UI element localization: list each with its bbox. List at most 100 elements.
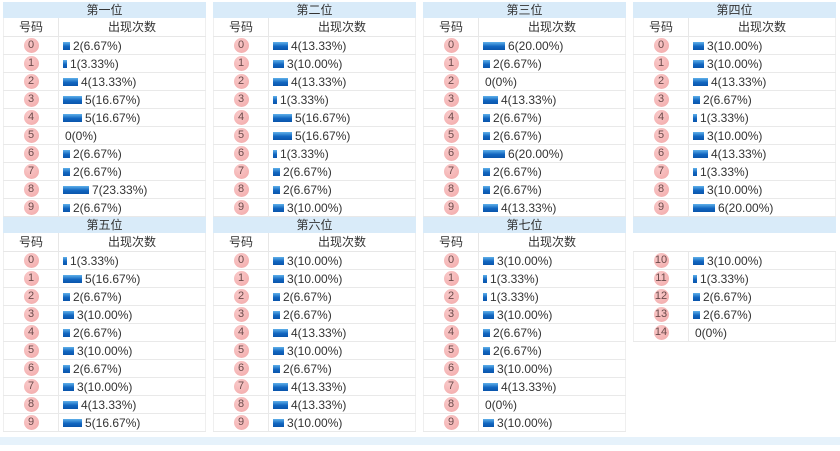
- number-cell: 8: [3, 396, 59, 413]
- number-badge: 3: [233, 307, 249, 322]
- position-table: 第三位 号码 出现次数 0 6(20.00%) 1 2(6.67%) 2 0(0%) 3 4(13.…: [423, 2, 626, 217]
- table-subheader: 号码 出现次数: [633, 18, 836, 37]
- number-badge: 3: [443, 307, 459, 322]
- frequency-cell: 2(6.67%): [269, 288, 416, 305]
- frequency-cell: 4(13.33%): [479, 378, 626, 395]
- number-badge: 8: [443, 182, 459, 197]
- number-badge: 0: [23, 253, 39, 268]
- freq-row: 7 2(6.67%): [423, 163, 626, 181]
- number-column-header: 号码: [213, 233, 269, 251]
- number-cell: 2: [3, 73, 59, 90]
- freq-value: 2(6.67%): [703, 289, 752, 304]
- freq-bar: [63, 41, 70, 50]
- number-cell: 12: [633, 288, 689, 305]
- number-badge: 8: [233, 182, 249, 197]
- number-cell: 2: [213, 73, 269, 90]
- number-cell: 3: [423, 91, 479, 108]
- freq-value: 4(13.33%): [711, 74, 767, 89]
- number-cell: 7: [213, 378, 269, 395]
- freq-value: 1(3.33%): [490, 289, 539, 304]
- freq-row: 3 5(16.67%): [3, 91, 206, 109]
- number-badge: 0: [653, 38, 669, 53]
- number-cell: 6: [3, 360, 59, 377]
- number-badge: 5: [23, 128, 39, 143]
- number-cell: 7: [3, 378, 59, 395]
- frequency-cell: 2(6.67%): [689, 288, 836, 305]
- number-column-header: 号码: [423, 233, 479, 251]
- number-cell: 1: [3, 270, 59, 287]
- number-cell: 7: [423, 378, 479, 395]
- freq-bar: [63, 346, 74, 355]
- freq-bar: [273, 310, 280, 319]
- frequency-cell: 3(10.00%): [269, 414, 416, 431]
- number-column-header: 号码: [423, 18, 479, 36]
- freq-value: 5(16.67%): [85, 110, 141, 125]
- freq-value: 3(10.00%): [287, 200, 343, 215]
- frequency-cell: 3(10.00%): [479, 360, 626, 377]
- freq-bar: [483, 59, 490, 68]
- freq-value: 4(13.33%): [501, 379, 557, 394]
- number-badge: 4: [443, 325, 459, 340]
- freq-row: 4 4(13.33%): [213, 324, 416, 342]
- frequency-cell: 2(6.67%): [269, 306, 416, 323]
- frequency-cell: 1(3.33%): [689, 163, 836, 180]
- number-badge: 9: [443, 415, 459, 430]
- frequency-column-header: 出现次数: [479, 18, 626, 36]
- number-column-header: 号码: [633, 18, 689, 36]
- number-cell: 2: [423, 73, 479, 90]
- table-title: 第四位: [633, 2, 836, 18]
- number-cell: 9: [423, 414, 479, 431]
- number-badge: 6: [653, 146, 669, 161]
- freq-row: 9 3(10.00%): [423, 414, 626, 432]
- freq-bar: [63, 167, 70, 176]
- number-cell: 6: [423, 145, 479, 162]
- frequency-cell: 5(16.67%): [59, 109, 206, 126]
- freq-row: 11 1(3.33%): [633, 270, 836, 288]
- freq-row: 9 2(6.67%): [3, 199, 206, 217]
- number-badge: 8: [233, 397, 249, 412]
- number-cell: 10: [633, 252, 689, 269]
- number-cell: 3: [423, 306, 479, 323]
- number-cell: 9: [423, 199, 479, 216]
- number-cell: 6: [3, 145, 59, 162]
- number-cell: 4: [213, 324, 269, 341]
- freq-bar: [693, 59, 704, 68]
- freq-bar: [273, 256, 284, 265]
- freq-row: 0 3(10.00%): [213, 252, 416, 270]
- frequency-cell: 4(13.33%): [269, 73, 416, 90]
- frequency-cell: 3(10.00%): [689, 252, 836, 269]
- number-badge: 1: [23, 271, 39, 286]
- number-badge: 6: [23, 361, 39, 376]
- number-badge: 3: [23, 92, 39, 107]
- freq-bar: [693, 149, 708, 158]
- number-badge: 7: [23, 164, 39, 179]
- frequency-cell: 1(3.33%): [479, 270, 626, 287]
- table-title: 第三位: [423, 2, 626, 18]
- freq-bar: [273, 203, 284, 212]
- freq-value: 3(10.00%): [77, 343, 133, 358]
- frequency-cell: 2(6.67%): [479, 181, 626, 198]
- freq-row: 3 2(6.67%): [633, 91, 836, 109]
- table-title: 第五位: [3, 217, 206, 233]
- number-badge: 9: [233, 415, 249, 430]
- freq-bar: [63, 95, 82, 104]
- freq-row: 2 0(0%): [423, 73, 626, 91]
- freq-value: 2(6.67%): [283, 289, 332, 304]
- frequency-column-header: 出现次数: [689, 18, 836, 36]
- freq-bar: [483, 203, 498, 212]
- number-badge: 1: [443, 56, 459, 71]
- freq-bar: [273, 41, 288, 50]
- number-badge: 5: [233, 343, 249, 358]
- freq-row: 4 5(16.67%): [213, 109, 416, 127]
- freq-value: 3(10.00%): [77, 307, 133, 322]
- freq-bar: [693, 77, 708, 86]
- freq-row: 3 1(3.33%): [213, 91, 416, 109]
- freq-value: 2(6.67%): [73, 361, 122, 376]
- freq-bar: [693, 256, 704, 265]
- freq-row: 8 4(13.33%): [3, 396, 206, 414]
- freq-bar: [483, 131, 490, 140]
- frequency-cell: 0(0%): [689, 324, 836, 341]
- frequency-cell: 3(10.00%): [269, 199, 416, 216]
- number-badge: 9: [23, 200, 39, 215]
- number-cell: 4: [213, 109, 269, 126]
